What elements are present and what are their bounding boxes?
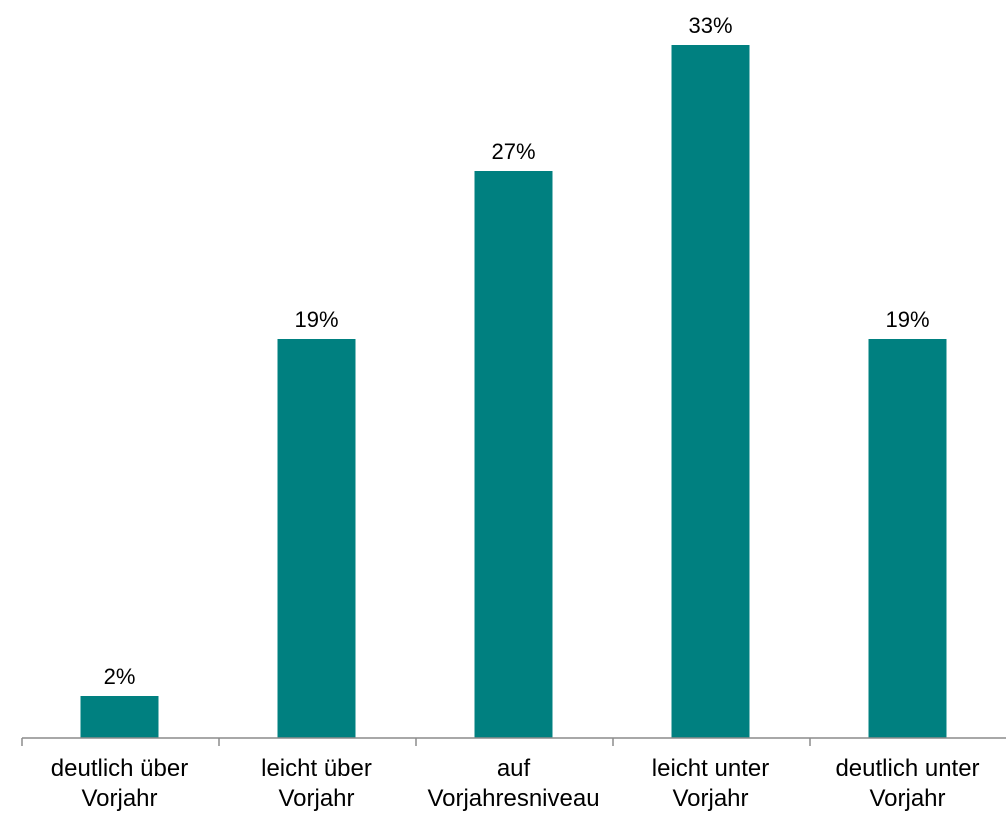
data-label-3: 33% — [688, 13, 732, 38]
category-label-3-line-0: leicht unter — [652, 755, 769, 782]
bars-layer — [80, 45, 947, 738]
category-label-1: leicht über Vorjahr — [261, 755, 372, 812]
category-label-3: leicht unter Vorjahr — [652, 755, 769, 812]
category-label-0-line-0: deutlich über — [51, 755, 188, 782]
category-labels-layer: deutlich über Vorjahr leicht über Vorjahr au… — [51, 755, 980, 812]
category-label-2-line-0: auf — [497, 755, 531, 782]
category-label-0: deutlich über Vorjahr — [51, 755, 188, 812]
data-label-4: 19% — [885, 307, 929, 332]
data-label-1: 19% — [294, 307, 338, 332]
category-label-4-line-0: deutlich unter — [835, 755, 979, 782]
bar-4 — [868, 339, 947, 738]
category-label-2-line-1: Vorjahresniveau — [427, 785, 599, 812]
bar-1 — [277, 339, 356, 738]
category-label-3-line-1: Vorjahr — [672, 785, 748, 812]
bar-2 — [474, 171, 553, 738]
bar-3 — [671, 45, 750, 738]
category-label-0-line-1: Vorjahr — [81, 785, 157, 812]
bar-0 — [80, 696, 159, 738]
category-label-4: deutlich unter Vorjahr — [835, 755, 979, 812]
category-label-2: auf Vorjahresniveau — [427, 755, 599, 812]
data-label-2: 27% — [491, 139, 535, 164]
category-label-1-line-0: leicht über — [261, 755, 372, 782]
data-labels-layer: 2% 19% 27% 33% 19% — [104, 13, 930, 689]
data-label-0: 2% — [104, 664, 136, 689]
x-axis — [21, 737, 1006, 746]
category-label-4-line-1: Vorjahr — [869, 785, 945, 812]
category-label-1-line-1: Vorjahr — [278, 785, 354, 812]
